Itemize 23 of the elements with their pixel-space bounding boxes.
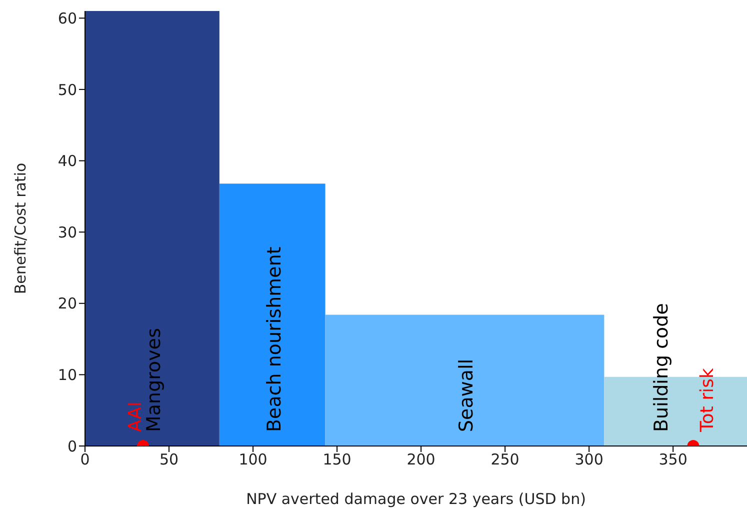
y-tick-label: 10	[58, 366, 77, 384]
y-tick-label: 50	[58, 80, 77, 99]
x-tick-label: 100	[238, 450, 268, 469]
text: Tot risk	[697, 367, 718, 433]
y-tick-label: 40	[58, 152, 77, 170]
x-tick-label: 150	[322, 450, 352, 469]
text: Building code	[650, 303, 673, 432]
x-tick-label: 200	[406, 450, 436, 469]
text: AAI	[124, 402, 146, 432]
x-tick-label: 0	[80, 450, 90, 469]
y-tick-label: 20	[58, 294, 77, 313]
x-axis-title: NPV averted damage over 23 years (USD bn)	[246, 490, 586, 508]
series-label: Mangroves	[143, 328, 166, 432]
x-tick-label: 300	[574, 450, 604, 469]
y-tick-label: 0	[67, 437, 77, 456]
series-label: Seawall	[456, 358, 478, 432]
y-axis-title: Benefit/Cost ratio	[11, 162, 30, 294]
x-tick-label: 250	[490, 450, 520, 469]
y-tick-label: 60	[58, 9, 77, 28]
x-tick-label: 350	[658, 450, 688, 469]
series-label: Beach nourishment	[263, 246, 286, 432]
x-tick-label: 50	[159, 450, 179, 469]
y-tick-label: 30	[58, 223, 77, 242]
